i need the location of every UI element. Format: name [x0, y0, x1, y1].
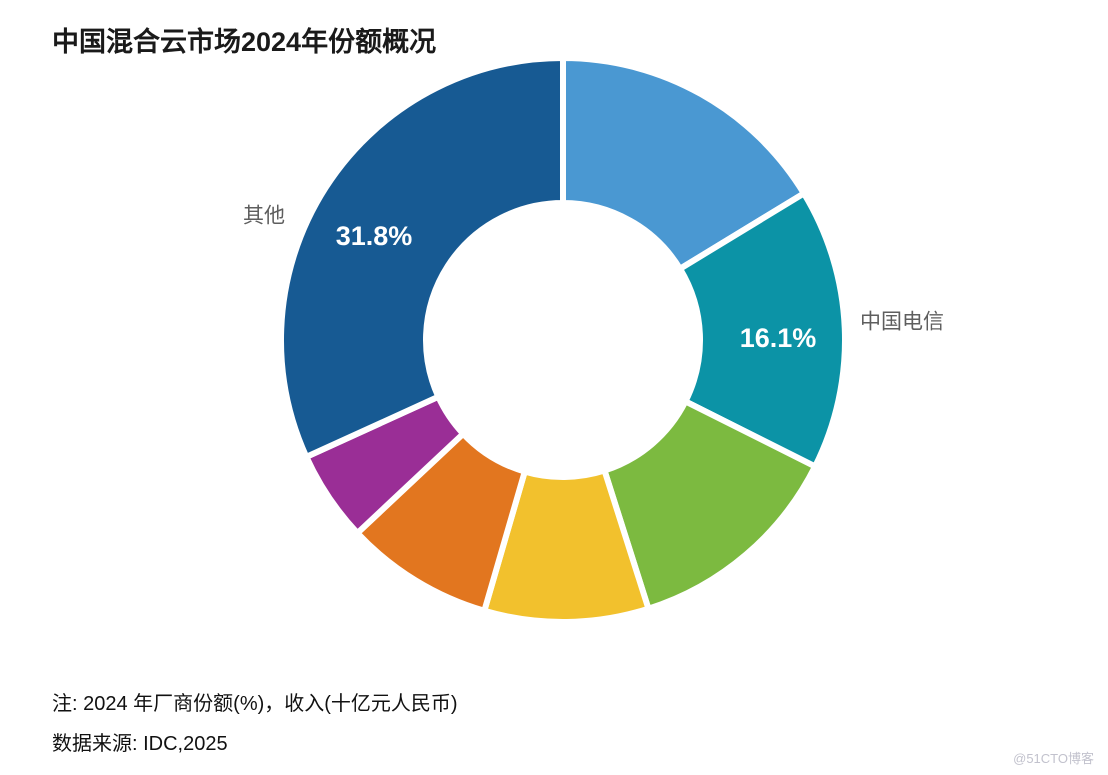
chart-title: 中国混合云市场2024年份额概况 — [52, 27, 437, 57]
note-line-2: 数据来源: IDC,2025 — [52, 733, 228, 755]
watermark: @51CTO博客 — [1013, 751, 1094, 766]
donut-slice-7-others — [278, 54, 566, 461]
slice-7-others-value-label: 31.8% — [336, 221, 413, 251]
note-line-1: 注: 2024 年厂商份额(%)，收入(十亿元人民币) — [52, 693, 458, 715]
slice-2-china-telecom-value-label: 16.1% — [740, 323, 817, 353]
donut-slice-1-light-blue — [560, 54, 809, 273]
donut-slice-2-china-telecom — [675, 189, 848, 471]
donut-slice-3-green — [600, 397, 820, 613]
slice-7-others-name-label: 其他 — [243, 205, 285, 228]
slice-2-china-telecom-name-label: 中国电信 — [860, 311, 944, 334]
chart-notes: 注: 2024 年厂商份额(%)，收入(十亿元人民币) 数据来源: IDC,20… — [52, 684, 458, 764]
